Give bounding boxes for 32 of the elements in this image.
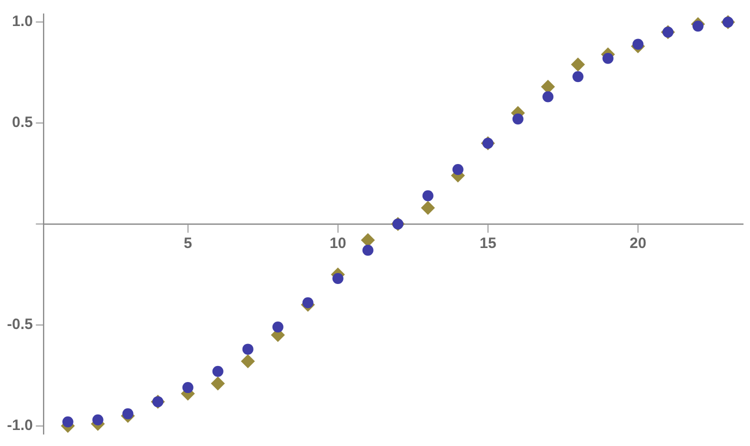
point bbox=[602, 52, 614, 64]
point bbox=[572, 71, 584, 82]
point bbox=[210, 376, 225, 391]
point bbox=[62, 416, 74, 428]
point bbox=[272, 321, 284, 332]
y-tick-label: -0.5 bbox=[6, 316, 33, 334]
x-tick-label: 20 bbox=[630, 235, 646, 252]
point bbox=[692, 20, 704, 32]
point bbox=[632, 38, 644, 50]
y-tick-label: 1.0 bbox=[12, 13, 33, 30]
point bbox=[452, 164, 464, 175]
point bbox=[542, 91, 554, 102]
point bbox=[182, 382, 194, 394]
point bbox=[122, 408, 134, 420]
y-tick-label: -1.0 bbox=[6, 417, 33, 434]
point bbox=[540, 80, 555, 94]
point bbox=[302, 297, 314, 308]
point bbox=[360, 233, 375, 248]
point bbox=[212, 366, 224, 377]
point bbox=[92, 414, 104, 426]
x-tick-label: 10 bbox=[330, 235, 346, 252]
x-tick-label: 5 bbox=[184, 235, 192, 252]
y-tick-label: 0.5 bbox=[12, 114, 33, 132]
point bbox=[240, 354, 255, 368]
point bbox=[242, 344, 254, 355]
point bbox=[570, 57, 585, 72]
point bbox=[420, 200, 435, 215]
point bbox=[332, 273, 344, 284]
point bbox=[362, 244, 374, 256]
x-tick-label: 15 bbox=[480, 235, 496, 252]
point bbox=[512, 114, 524, 124]
point bbox=[422, 190, 434, 202]
